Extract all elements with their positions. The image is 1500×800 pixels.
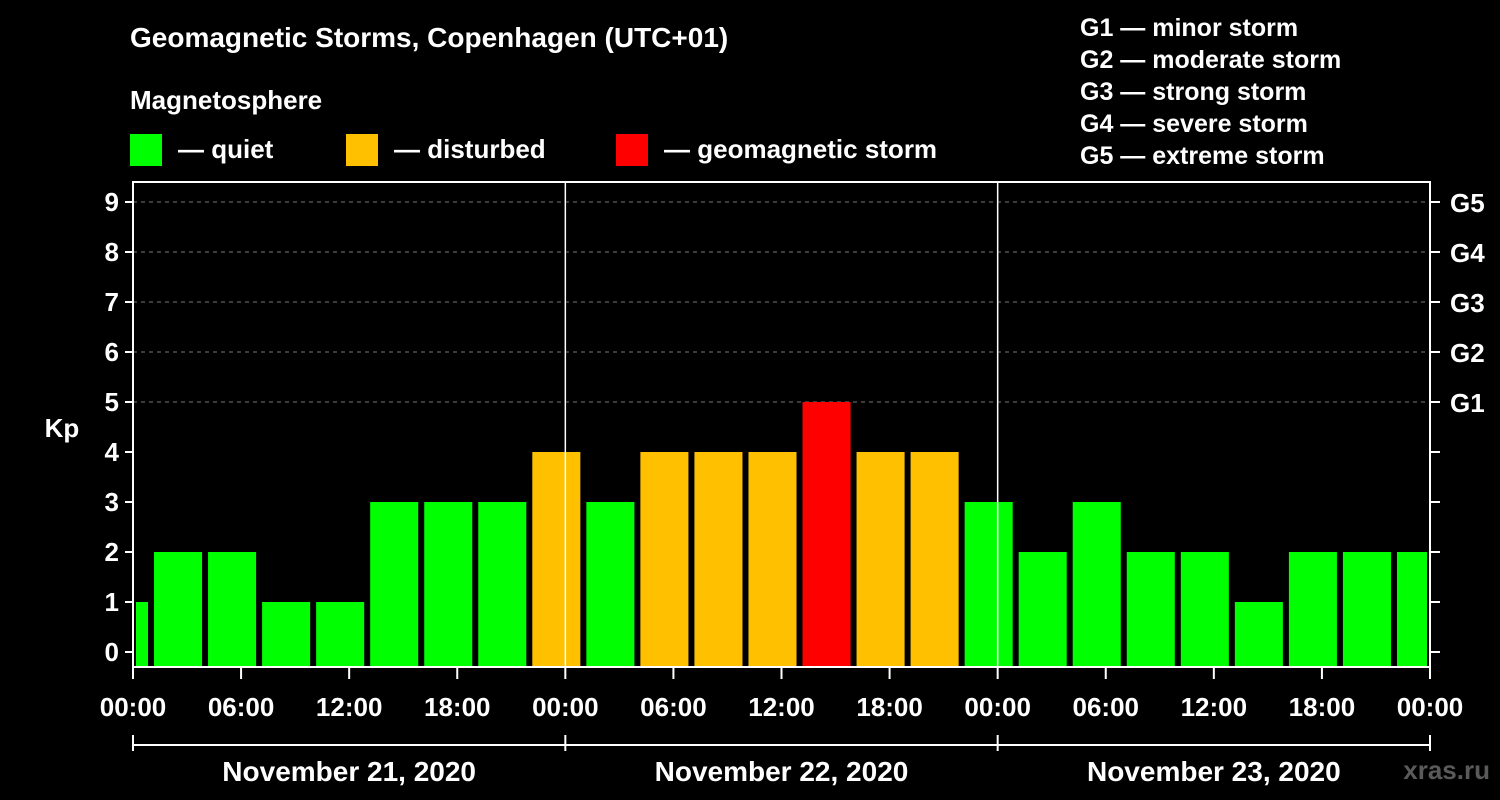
storm-scale-g2: G2 — moderate storm [1080, 46, 1342, 74]
x-tick-label: 00:00 [100, 692, 167, 722]
y-tick-label: 9 [105, 187, 119, 217]
x-tick-label: 06:00 [640, 692, 707, 722]
day-label: November 21, 2020 [222, 756, 476, 787]
y-tick-label: 1 [105, 587, 119, 617]
kp-bar [262, 602, 311, 667]
kp-bar [154, 552, 203, 667]
storm-scale-g4: G4 — severe storm [1080, 110, 1308, 138]
x-tick-label: 00:00 [532, 692, 599, 722]
y-tick-label: 8 [105, 237, 119, 267]
x-tick-label: 00:00 [1397, 692, 1464, 722]
y-tick-label: 0 [105, 637, 119, 667]
x-tick-label: 12:00 [316, 692, 383, 722]
y-tick-label: 5 [105, 387, 119, 417]
legend-swatch-disturbed [346, 134, 378, 166]
g-level-label: G2 [1450, 338, 1485, 368]
g-level-label: G5 [1450, 188, 1485, 218]
y-tick-label: 4 [105, 437, 120, 467]
legend-swatch-storm [616, 134, 648, 166]
kp-bar [1126, 552, 1175, 667]
legend-label-disturbed: — disturbed [394, 134, 546, 164]
chart-title: Geomagnetic Storms, Copenhagen (UTC+01) [130, 22, 729, 53]
legend-label-storm: — geomagnetic storm [664, 134, 938, 164]
y-axis-label: Kp [45, 413, 80, 443]
y-tick-label: 2 [105, 537, 119, 567]
kp-bar [694, 452, 743, 667]
y-tick-label: 3 [105, 487, 119, 517]
g-level-label: G4 [1450, 238, 1485, 268]
x-tick-label: 06:00 [208, 692, 275, 722]
kp-bar [1234, 602, 1283, 667]
x-tick-label: 18:00 [1289, 692, 1356, 722]
kp-bar [910, 452, 959, 667]
day-label: November 22, 2020 [655, 756, 909, 787]
storm-scale-g5: G5 — extreme storm [1080, 142, 1325, 170]
kp-bar [748, 452, 797, 667]
storm-scale-g1: G1 — minor storm [1080, 14, 1299, 42]
y-tick-label: 6 [105, 337, 119, 367]
kp-bar [532, 452, 581, 667]
g-level-label: G1 [1450, 388, 1485, 418]
kp-bar [136, 602, 149, 667]
x-tick-label: 12:00 [748, 692, 815, 722]
x-tick-label: 18:00 [856, 692, 923, 722]
kp-bar [640, 452, 689, 667]
kp-bar [802, 402, 851, 667]
kp-bar [1288, 552, 1337, 667]
legend-label-quiet: — quiet [178, 134, 274, 164]
kp-bar [1018, 552, 1067, 667]
kp-bar [1180, 552, 1229, 667]
day-label: November 23, 2020 [1087, 756, 1341, 787]
kp-bar [1342, 552, 1391, 667]
kp-bar [1396, 552, 1427, 667]
y-tick-label: 7 [105, 287, 119, 317]
legend-swatch-quiet [130, 134, 162, 166]
x-tick-label: 18:00 [424, 692, 491, 722]
x-tick-label: 00:00 [964, 692, 1031, 722]
x-tick-label: 06:00 [1073, 692, 1140, 722]
kp-bar [316, 602, 365, 667]
kp-bar [856, 452, 905, 667]
x-tick-label: 12:00 [1181, 692, 1248, 722]
kp-bar [208, 552, 257, 667]
kp-bar [370, 502, 419, 667]
g-level-label: G3 [1450, 288, 1485, 318]
kp-bar [1072, 502, 1121, 667]
watermark: xras.ru [1403, 755, 1490, 785]
chart-subtitle: Magnetosphere [130, 85, 323, 115]
storm-scale-g3: G3 — strong storm [1080, 78, 1307, 106]
kp-bar [586, 502, 635, 667]
kp-bar [964, 502, 1013, 667]
kp-bar [478, 502, 527, 667]
kp-bar [424, 502, 473, 667]
